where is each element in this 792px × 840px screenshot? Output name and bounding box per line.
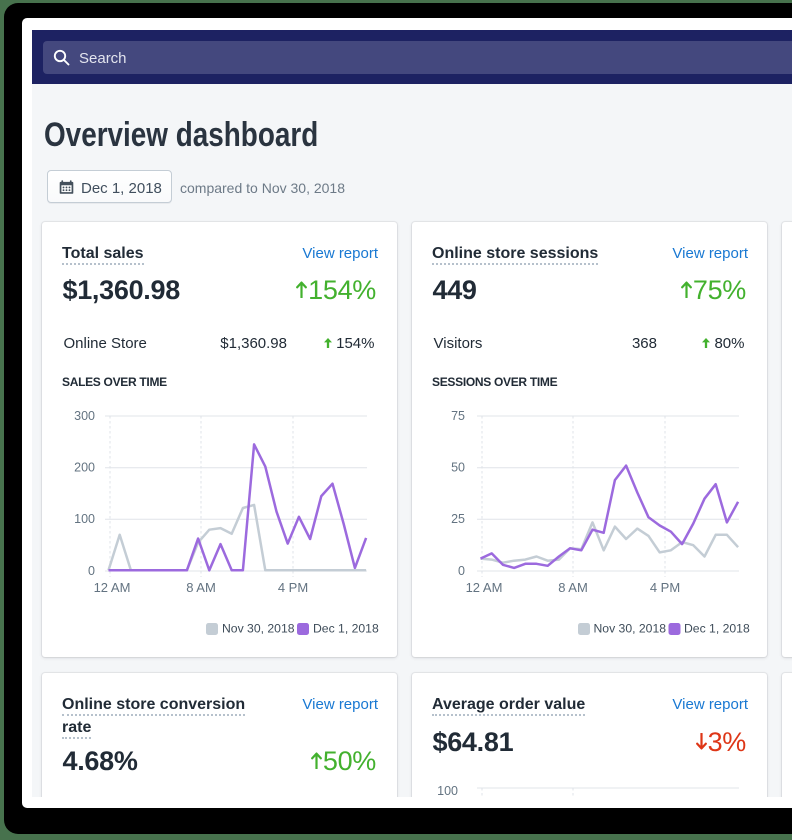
svg-text:Nov 30, 2018: Nov 30, 2018 [594,622,667,636]
svg-text:Dec 1, 2018: Dec 1, 2018 [684,622,750,636]
svg-text:4 PM: 4 PM [278,580,308,595]
svg-text:25: 25 [451,512,465,526]
svg-text:Dec 1, 2018: Dec 1, 2018 [313,622,379,636]
svg-text:0: 0 [458,564,465,578]
svg-text:75: 75 [451,409,465,423]
svg-text:8 AM: 8 AM [186,580,216,595]
svg-text:12 AM: 12 AM [94,580,131,595]
svg-text:200: 200 [74,461,95,475]
svg-text:100: 100 [74,512,95,526]
svg-text:50: 50 [451,461,465,475]
svg-text:12 AM: 12 AM [466,580,503,595]
svg-text:Nov 30, 2018: Nov 30, 2018 [222,622,295,636]
svg-text:4 PM: 4 PM [650,580,680,595]
svg-text:8 AM: 8 AM [558,580,588,595]
svg-text:0: 0 [88,564,95,578]
svg-text:300: 300 [74,409,95,423]
svg-text:100: 100 [437,784,458,797]
